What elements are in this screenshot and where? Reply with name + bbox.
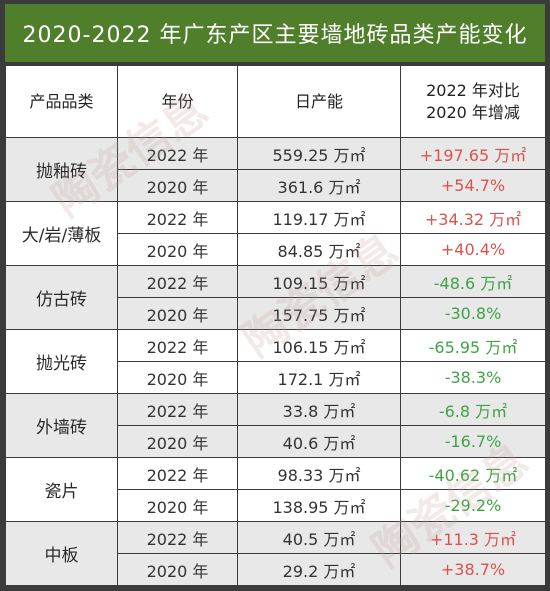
table-row: 大/岩/薄板 2022 年 119.17 万㎡ +34.32 万㎡ [5,201,546,266]
change-pct-cell: +38.7% [400,553,546,586]
header-capacity: 日产能 [237,65,401,138]
year-cell: 2022 年 [117,521,238,554]
header-row: 产品品类 年份 日产能 2022 年对比 2020 年增减 [5,65,546,138]
category-cell: 抛釉砖 [5,137,118,202]
table-row: 2020 年 157.75 万㎡ -30.8% [6,297,546,330]
year-cell: 2022 年 [117,329,238,362]
header-change-line2: 2020 年增减 [426,102,520,122]
category-cell: 瓷片 [5,457,118,522]
table-title: 2020-2022 年广东产区主要墙地砖品类产能变化 [5,4,545,62]
capacity-cell: 109.15 万㎡ [237,265,401,298]
year-cell: 2022 年 [117,137,238,170]
change-pct-cell: -30.8% [400,297,546,330]
table-row: 2020 年 40.6 万㎡ -16.7% [6,425,546,458]
year-cell: 2020 年 [117,169,238,202]
category-cell: 大/岩/薄板 [5,201,118,266]
header-category: 产品品类 [5,65,118,138]
category-cell: 仿古砖 [5,265,118,330]
capacity-cell: 33.8 万㎡ [237,393,401,426]
table-row: 外墙砖 2022 年 33.8 万㎡ -6.8 万㎡ [5,393,546,458]
table-row: 瓷片 2022 年 98.33 万㎡ -40.62 万㎡ [5,457,546,522]
header-change-line1: 2022 年对比 [426,80,520,100]
table-row: 抛釉砖 2022 年 559.25 万㎡ +197.65 万㎡ [5,137,546,202]
change-abs-cell: +197.65 万㎡ [400,137,546,170]
year-cell: 2020 年 [117,361,238,394]
capacity-cell: 138.95 万㎡ [237,489,401,522]
table-row: 2020 年 84.85 万㎡ +40.4% [6,233,546,266]
change-abs-cell: +11.3 万㎡ [400,521,546,554]
change-abs-cell: -65.95 万㎡ [400,329,546,362]
capacity-cell: 361.6 万㎡ [237,169,401,202]
capacity-cell: 98.33 万㎡ [237,457,401,490]
change-pct-cell: -29.2% [400,489,546,522]
year-cell: 2020 年 [117,489,238,522]
change-pct-cell: +54.7% [400,169,546,202]
table-row: 仿古砖 2022 年 109.15 万㎡ -48.6 万㎡ [5,265,546,330]
category-cell: 抛光砖 [5,329,118,394]
change-abs-cell: -6.8 万㎡ [400,393,546,426]
header-year: 年份 [117,65,238,138]
header-change: 2022 年对比 2020 年增减 [400,65,546,138]
capacity-cell: 559.25 万㎡ [237,137,401,170]
table-row: 抛光砖 2022 年 106.15 万㎡ -65.95 万㎡ [5,329,546,394]
capacity-cell: 40.6 万㎡ [237,425,401,458]
table-row: 2020 年 361.6 万㎡ +54.7% [6,169,546,202]
table-row: 2020 年 29.2 万㎡ +38.7% [6,553,546,586]
capacity-cell: 40.5 万㎡ [237,521,401,554]
change-abs-cell: -48.6 万㎡ [400,265,546,298]
capacity-cell: 172.1 万㎡ [237,361,401,394]
year-cell: 2022 年 [117,393,238,426]
year-cell: 2022 年 [117,457,238,490]
capacity-cell: 157.75 万㎡ [237,297,401,330]
change-abs-cell: -40.62 万㎡ [400,457,546,490]
change-abs-cell: +34.32 万㎡ [400,201,546,234]
category-cell: 外墙砖 [5,393,118,458]
table-row: 中板 2022 年 40.5 万㎡ +11.3 万㎡ [5,521,546,586]
capacity-cell: 84.85 万㎡ [237,233,401,266]
year-cell: 2020 年 [117,553,238,586]
year-cell: 2022 年 [117,201,238,234]
year-cell: 2022 年 [117,265,238,298]
year-cell: 2020 年 [117,297,238,330]
table-body: 抛釉砖 2022 年 559.25 万㎡ +197.65 万㎡ 2020 年 361.6 … [5,137,546,586]
year-cell: 2020 年 [117,233,238,266]
table-row: 2020 年 172.1 万㎡ -38.3% [6,361,546,394]
change-pct-cell: -38.3% [400,361,546,394]
capacity-cell: 106.15 万㎡ [237,329,401,362]
change-pct-cell: +40.4% [400,233,546,266]
category-cell: 中板 [5,521,118,586]
capacity-cell: 29.2 万㎡ [237,553,401,586]
year-cell: 2020 年 [117,425,238,458]
change-pct-cell: -16.7% [400,425,546,458]
capacity-cell: 119.17 万㎡ [237,201,401,234]
